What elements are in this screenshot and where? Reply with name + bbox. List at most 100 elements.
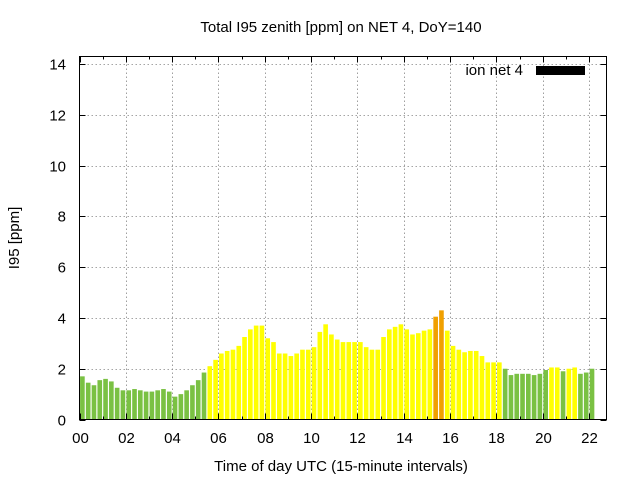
bar	[166, 391, 172, 420]
bar	[207, 366, 213, 420]
bar	[375, 349, 381, 420]
bar	[311, 347, 317, 420]
bar	[224, 350, 230, 420]
bar	[462, 352, 467, 420]
bar	[149, 391, 155, 420]
bar	[172, 396, 178, 420]
bar	[497, 362, 502, 420]
bar	[184, 390, 189, 420]
bar	[543, 370, 549, 420]
bar	[276, 353, 282, 420]
legend: ion net 4	[465, 62, 585, 79]
legend-swatch	[536, 66, 585, 75]
bar	[265, 338, 271, 420]
bar	[392, 326, 398, 420]
bar	[190, 385, 195, 420]
y-tick-label: 12	[49, 108, 66, 125]
bar	[381, 337, 386, 420]
bar	[282, 353, 288, 420]
bar	[85, 382, 91, 420]
bar	[91, 385, 97, 420]
bar	[456, 349, 462, 420]
bar	[473, 350, 479, 420]
x-tick-label: 06	[210, 430, 227, 447]
bar	[329, 334, 334, 420]
bar	[520, 373, 525, 420]
bar	[109, 381, 114, 420]
bar	[346, 342, 352, 420]
x-axis-label: Time of day UTC (15-minute intervals)	[214, 458, 468, 475]
x-tick-label: 14	[396, 430, 413, 447]
plot-frame	[79, 56, 607, 420]
bar	[444, 330, 450, 420]
bar	[491, 362, 496, 420]
bar	[300, 349, 305, 420]
bar	[566, 368, 572, 420]
bar	[103, 378, 108, 420]
x-tick-label: 18	[488, 430, 505, 447]
bar	[531, 375, 537, 420]
bar	[433, 316, 438, 420]
bar	[242, 337, 247, 420]
bar	[479, 356, 485, 420]
bar	[259, 325, 265, 420]
bar	[219, 353, 224, 420]
bar	[468, 350, 473, 420]
bar	[230, 349, 236, 420]
bar	[572, 367, 577, 420]
bar	[583, 372, 589, 420]
bar	[248, 329, 253, 420]
bar	[294, 353, 299, 420]
y-tick-label: 0	[58, 413, 66, 430]
x-tick-label: 00	[72, 430, 89, 447]
bar	[554, 367, 560, 420]
x-tick-label: 22	[581, 430, 598, 447]
bar	[560, 371, 566, 420]
bar	[114, 387, 120, 420]
bar	[195, 380, 201, 420]
y-tick-label: 14	[49, 57, 66, 74]
bar	[143, 391, 149, 420]
bar	[253, 325, 259, 420]
bar	[352, 342, 357, 420]
y-tick-label: 2	[58, 362, 66, 379]
y-tick-label: 10	[49, 159, 66, 176]
x-tick-label: 04	[164, 430, 181, 447]
bar	[526, 373, 531, 420]
chart-title: Total I95 zenith [ppm] on NET 4, DoY=140	[200, 19, 481, 36]
bar	[549, 367, 554, 420]
grid-lines	[79, 56, 607, 420]
tick-marks	[79, 56, 607, 421]
bar	[369, 349, 375, 420]
x-tick-label: 10	[303, 430, 320, 447]
x-tick-labels: 00 02 04 06 08 10 12 14 16 18 20 22	[72, 430, 598, 447]
bar	[317, 331, 323, 420]
bar	[161, 389, 166, 420]
x-tick-label: 12	[349, 430, 366, 447]
bar	[213, 359, 218, 420]
bar	[450, 345, 456, 420]
bar	[236, 345, 242, 420]
legend-label: ion net 4	[465, 62, 523, 79]
bar	[137, 390, 143, 420]
bar	[126, 390, 132, 420]
bar	[80, 376, 85, 420]
y-tick-labels: 0 2 4 6 8 10 12 14	[49, 57, 66, 430]
bar	[387, 329, 392, 420]
bar	[132, 389, 137, 420]
y-axis-label: I95 [ppm]	[6, 207, 23, 270]
bar	[363, 347, 369, 420]
bar	[97, 380, 103, 420]
bar	[514, 373, 520, 420]
bar	[323, 324, 328, 420]
bar	[305, 349, 311, 420]
bar	[288, 356, 294, 420]
bar	[340, 342, 346, 420]
bars-group	[80, 310, 595, 420]
bar	[439, 310, 444, 420]
x-tick-label: 08	[257, 430, 274, 447]
bar	[427, 329, 433, 420]
bar	[271, 342, 276, 420]
bar	[421, 330, 427, 420]
